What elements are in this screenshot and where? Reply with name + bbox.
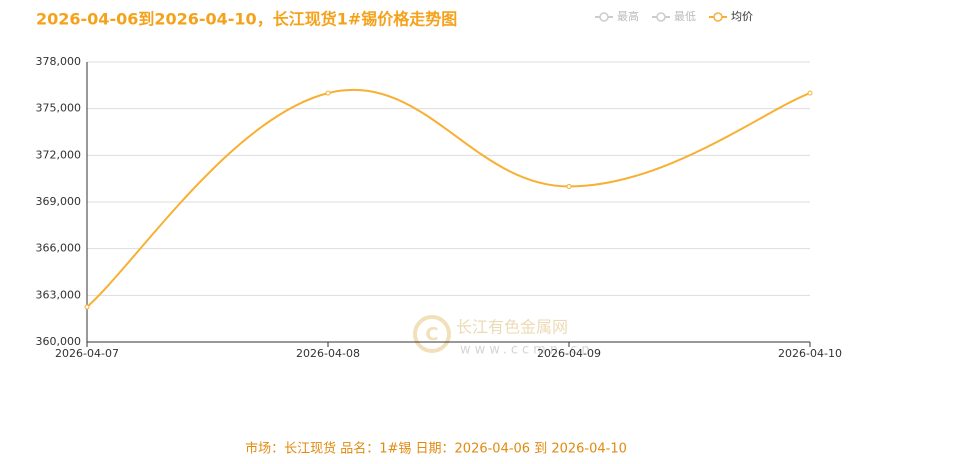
y-tick-label: 369,000 bbox=[36, 195, 82, 208]
y-tick-label: 363,000 bbox=[36, 288, 82, 301]
legend-icon-dot bbox=[599, 12, 609, 22]
legend-label: 均价 bbox=[731, 10, 753, 23]
legend-label: 最低 bbox=[674, 10, 696, 23]
y-tick-label: 378,000 bbox=[36, 55, 82, 68]
watermark-url: www.ccmn.cn bbox=[460, 343, 594, 358]
legend-label: 最高 bbox=[617, 9, 639, 23]
y-tick-label: 366,000 bbox=[36, 242, 82, 255]
watermark: C 长江有色金属网 www.ccmn.cn bbox=[413, 315, 594, 358]
watermark-logo-letter: C bbox=[425, 324, 438, 345]
x-tick-label: 2026-04-07 bbox=[55, 347, 119, 360]
data-point bbox=[807, 90, 813, 96]
watermark-name: 长江有色金属网 bbox=[456, 318, 568, 337]
legend-icon-dot bbox=[656, 12, 666, 22]
y-tick-label: 360,000 bbox=[36, 335, 82, 348]
footer: 市场：长江现货 品名：1#锡 日期：2026-04-06 到 2026-04-1… bbox=[245, 441, 627, 457]
watermark-logo bbox=[413, 315, 451, 353]
x-tick-label: 2026-04-09 bbox=[537, 347, 601, 360]
data-point bbox=[566, 183, 572, 189]
chart-title: 2026-04-06到2026-04-10，长江现货1#锡价格走势图 bbox=[36, 10, 457, 29]
x-tick-label: 2026-04-08 bbox=[296, 347, 360, 360]
legend-icon-dot bbox=[713, 12, 723, 22]
data-point bbox=[84, 304, 90, 310]
series-line bbox=[86, 88, 811, 308]
y-tick-label: 375,000 bbox=[36, 102, 82, 115]
x-tick-label: 2026-04-10 bbox=[778, 347, 842, 360]
data-point bbox=[325, 90, 331, 96]
y-tick-label: 372,000 bbox=[36, 148, 82, 161]
